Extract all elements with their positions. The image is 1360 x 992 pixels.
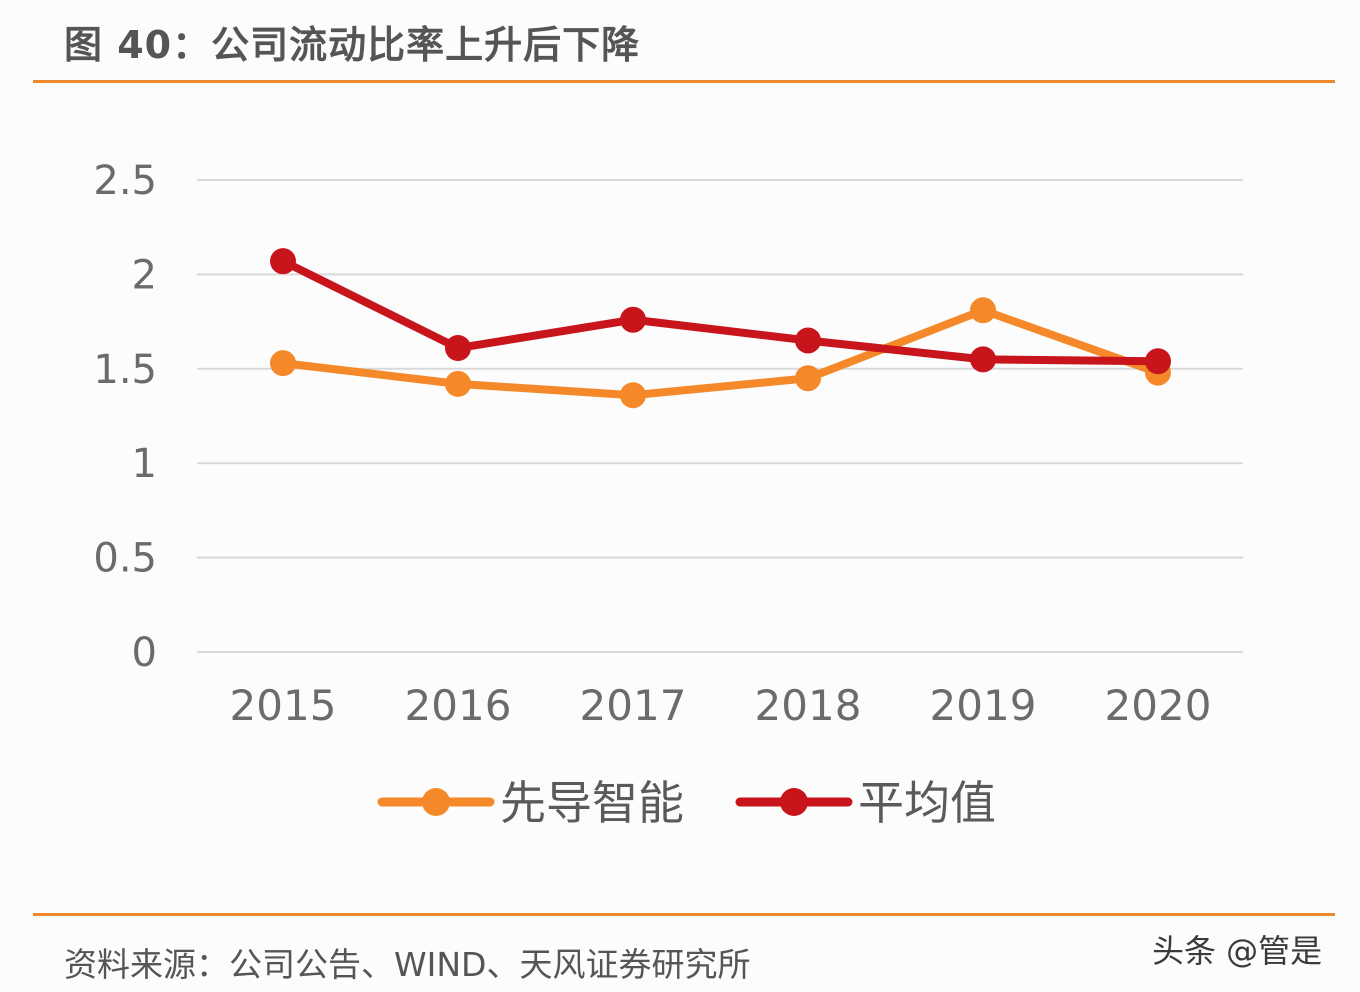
bottom-divider xyxy=(33,913,1335,916)
data-point xyxy=(445,370,471,397)
legend: 先导智能 平均值 xyxy=(377,776,996,830)
series-1 xyxy=(270,297,1171,409)
legend-item-2: 平均值 xyxy=(735,776,996,830)
legend-swatch-marker xyxy=(780,788,808,816)
series-lines xyxy=(270,248,1171,409)
top-divider xyxy=(33,80,1335,83)
watermark: 头条 @管是 xyxy=(1152,932,1323,970)
legend-swatch-marker xyxy=(422,788,450,816)
y-axis-ticks: 0 0.5 1 1.5 2 2.5 xyxy=(93,158,157,676)
series-2 xyxy=(270,248,1171,375)
x-tick-label: 2017 xyxy=(580,681,687,730)
page-title: 图 40：公司流动比率上升后下降 xyxy=(64,23,641,67)
data-point xyxy=(970,297,996,324)
y-tick-label: 1 xyxy=(132,441,157,487)
data-point xyxy=(270,248,296,275)
legend-item-1: 先导智能 xyxy=(377,776,684,830)
data-point xyxy=(620,382,646,409)
data-point xyxy=(445,335,471,362)
line-chart: 0 0.5 1 1.5 2 2.5 2015 2016 2017 2018 2019 2020 先导… xyxy=(93,158,1243,830)
y-tick-label: 2.5 xyxy=(93,158,157,204)
data-point xyxy=(795,365,821,392)
x-tick-label: 2019 xyxy=(930,681,1037,730)
y-tick-label: 1.5 xyxy=(93,347,157,393)
legend-label: 平均值 xyxy=(858,776,996,830)
series-line xyxy=(279,257,1162,366)
x-tick-label: 2020 xyxy=(1105,681,1212,730)
data-point xyxy=(620,306,646,333)
series-line xyxy=(279,306,1162,400)
y-tick-label: 2 xyxy=(132,252,157,298)
source-note: 资料来源：公司公告、WIND、天风证券研究所 xyxy=(64,945,751,984)
y-tick-label: 0.5 xyxy=(93,536,157,582)
x-tick-label: 2018 xyxy=(755,681,862,730)
x-axis-ticks: 2015 2016 2017 2018 2019 2020 xyxy=(230,681,1212,730)
y-tick-label: 0 xyxy=(132,630,157,676)
data-point xyxy=(970,346,996,373)
data-point xyxy=(1145,348,1171,375)
data-point xyxy=(270,350,296,377)
grid-lines xyxy=(197,179,1243,653)
data-point xyxy=(795,327,821,354)
legend-label: 先导智能 xyxy=(500,776,684,830)
x-tick-label: 2016 xyxy=(405,681,512,730)
x-tick-label: 2015 xyxy=(230,681,337,730)
